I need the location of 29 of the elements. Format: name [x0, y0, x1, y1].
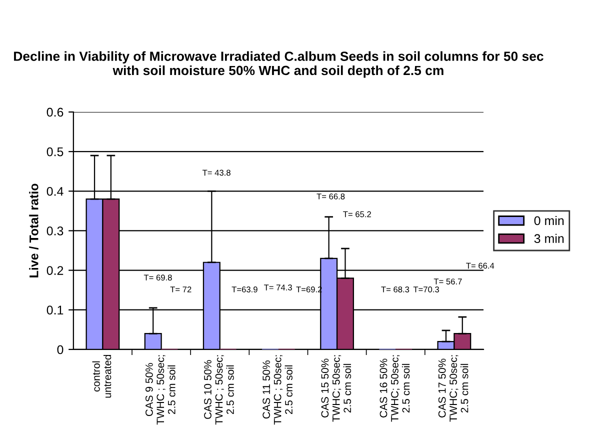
chart-title: Decline in Viability of Microwave Irradiated C.album Seeds in soil columns for 50 sec with soil moisture 50% WHC and soil depth of 2.5 cm	[14, 51, 544, 78]
y-tick-label: 0	[57, 345, 64, 354]
y-tick-label: 0.6	[46, 108, 64, 117]
annotation: T= 66.8	[316, 193, 345, 200]
x-tick-label: CAS 16 50% TWHC; 50sec; 2.5 cm soil	[380, 355, 410, 422]
y-tick-label: 0.4	[46, 186, 64, 196]
annotation: T= 65.2	[343, 211, 371, 218]
x-tick-label: CAS 9 50% TWHC ; 50sec; 2.5 cm soil	[146, 355, 176, 425]
legend-label: 0 min	[534, 216, 564, 226]
y-axis-title: Live / Total ratio	[29, 184, 38, 278]
annotation: T= 56.7	[434, 278, 462, 284]
annotation: T= 43.8	[202, 170, 230, 176]
annotation: T= 69.8	[144, 274, 172, 281]
annotation: T= 66.4	[466, 262, 494, 269]
y-tick-label: 0.3	[46, 226, 64, 236]
x-tick-label: CAS 15 50% TWHC; 50sec; 2.5 cm soil	[321, 355, 352, 422]
legend-label: 3 min	[534, 234, 564, 244]
annotation: T= 68.3	[381, 286, 410, 292]
y-tick-label: 0.2	[46, 266, 64, 275]
x-tick-label: CAS 10 50% TWHC ; 50sec; 2.5 cm soil	[204, 355, 234, 425]
annotation: T= 74.3	[264, 284, 292, 290]
annotation: T=70.3	[413, 286, 439, 292]
annotation: T= 72	[170, 286, 192, 292]
annotation: T=63.9	[232, 286, 258, 292]
x-tick-label: control untreated	[92, 354, 112, 398]
y-tick-label: 0.1	[46, 306, 64, 315]
x-tick-label: CAS 17 50% TWHC; 50sec; 2.5 cm soil	[438, 355, 468, 422]
x-tick-label: CAS 11 50% TWHC ; 50sec; 2.5 cm soil	[262, 355, 292, 425]
y-tick-label: 0.5	[46, 147, 64, 156]
